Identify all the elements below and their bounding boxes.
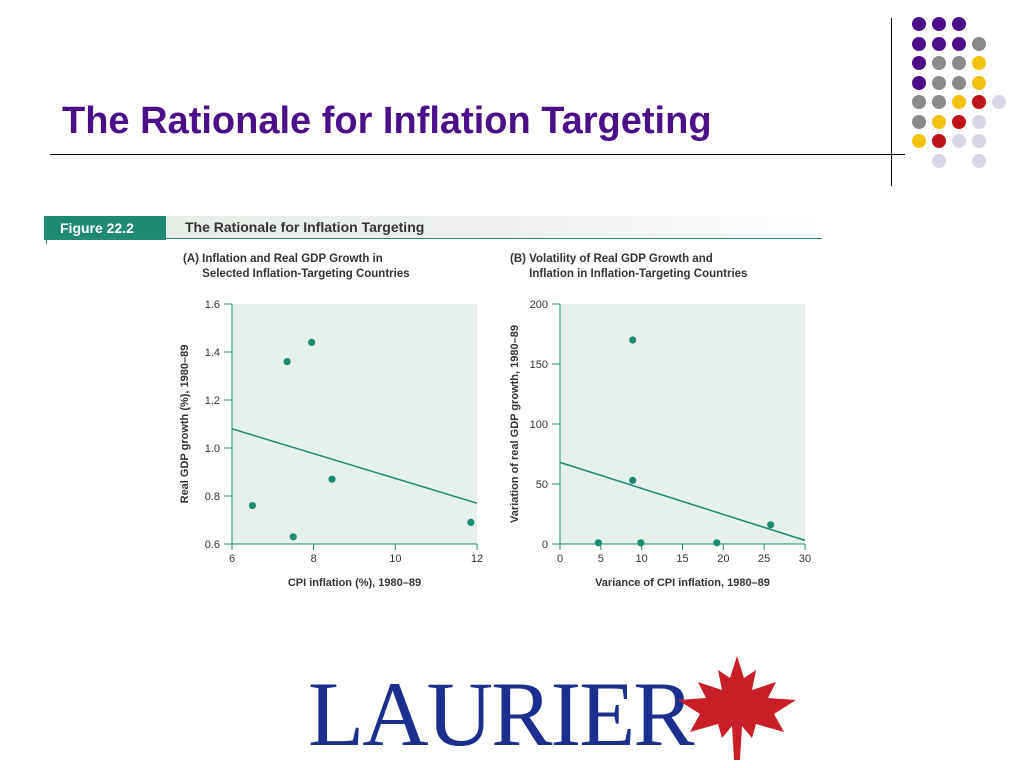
trend-line <box>559 461 806 542</box>
decorative-dot <box>912 114 926 129</box>
y-tick-label: 1.4 <box>205 347 220 359</box>
x-tick-label: 20 <box>717 553 729 565</box>
decorative-dot <box>912 75 926 90</box>
data-point <box>467 518 475 526</box>
decorative-dot <box>932 114 946 129</box>
chart-panel-a: 0.6 0.8 1.0 1.2 1.4 1.6 6 8 10 12 CPI inflation (%… <box>179 299 483 589</box>
data-point <box>637 539 645 547</box>
figure-rule-tick <box>46 238 47 244</box>
data-point <box>594 539 602 547</box>
figure-rule <box>44 238 822 239</box>
data-point <box>629 476 637 484</box>
decorative-dot <box>912 134 926 148</box>
data-point <box>248 502 257 510</box>
y-tick-label: 100 <box>530 419 548 431</box>
x-tick-label: 30 <box>799 553 811 565</box>
plot-area <box>232 304 477 544</box>
y-axis-label: Variation of real GDP growth, 1980–89 <box>509 325 521 523</box>
decorative-dot <box>972 95 986 109</box>
panel-b-title: (B) Volatility of Real GDP Growth and In… <box>510 253 748 280</box>
decorative-dot <box>932 17 946 31</box>
decorative-dot <box>972 75 986 90</box>
y-axis-label: Real GDP growth (%), 1980–89 <box>179 345 191 504</box>
x-axis-label: Variance of CPI inflation, 1980–89 <box>595 577 770 589</box>
x-tick-label: 10 <box>636 553 648 565</box>
y-tick-label: 0.6 <box>205 539 220 551</box>
slide-title: The Rationale for Inflation Targeting <box>62 100 712 142</box>
panel-a-title: (A) Inflation and Real GDP Growth in Sel… <box>183 253 410 280</box>
decorative-dot <box>932 56 946 70</box>
data-point <box>629 336 637 344</box>
x-tick-label: 5 <box>598 553 604 565</box>
decorative-dot <box>952 56 966 70</box>
plot-area <box>560 304 805 544</box>
data-point <box>283 358 291 366</box>
x-tick-label: 8 <box>311 553 317 565</box>
x-tick-label: 6 <box>229 553 235 565</box>
decorative-dot <box>932 36 946 51</box>
y-tick-label: 1.6 <box>205 299 220 311</box>
decorative-dot <box>972 134 986 148</box>
trend-line <box>231 428 478 504</box>
decorative-dot <box>932 75 946 90</box>
decorative-dot <box>912 17 926 31</box>
maple-leaf-icon <box>678 656 796 760</box>
chart-panel-b: 0 50 100 150 200 0 5 10 15 20 25 30 Variance of CPI … <box>509 299 811 589</box>
decorative-dot <box>932 95 946 109</box>
data-point <box>713 539 721 547</box>
title-underline <box>50 154 905 155</box>
data-point <box>308 338 316 346</box>
y-tick-label: 1.2 <box>205 395 220 407</box>
x-tick-label: 12 <box>471 553 483 565</box>
laurier-wordmark: LAURIER <box>308 663 695 765</box>
y-tick-label: 50 <box>536 479 548 491</box>
decorative-dot <box>912 36 926 51</box>
decorative-dot <box>952 17 966 31</box>
y-tick-label: 1.0 <box>205 443 220 455</box>
decorative-dot <box>972 114 986 129</box>
x-tick-label: 25 <box>758 553 770 565</box>
decorative-dot <box>972 153 986 168</box>
data-point <box>328 475 336 483</box>
x-axis-label: CPI inflation (%), 1980–89 <box>288 577 421 589</box>
decorative-dot <box>952 114 966 129</box>
decorative-dot <box>952 36 966 51</box>
y-tick-label: 200 <box>530 299 548 311</box>
decorative-dot <box>972 56 986 70</box>
x-tick-label: 10 <box>389 553 401 565</box>
x-tick-label: 0 <box>557 553 563 565</box>
y-tick-label: 0 <box>542 539 548 551</box>
figure-title: The Rationale for Inflation Targeting <box>185 219 425 235</box>
decorative-dot <box>932 153 946 168</box>
decorative-dot <box>952 95 966 109</box>
figure-header-bar <box>44 216 822 238</box>
vertical-rule <box>891 18 892 186</box>
decorative-dot <box>952 134 966 148</box>
data-point <box>289 533 297 541</box>
decorative-dot <box>912 56 926 70</box>
decorative-dot <box>932 134 946 148</box>
decorative-dot <box>972 36 986 51</box>
y-tick-label: 0.8 <box>205 491 220 503</box>
x-tick-label: 15 <box>676 553 688 565</box>
figure-label: Figure 22.2 <box>44 216 166 240</box>
decorative-dot <box>912 95 926 109</box>
y-tick-label: 150 <box>530 359 548 371</box>
decorative-dot <box>992 95 1006 109</box>
data-point <box>767 521 775 529</box>
decorative-dot <box>952 75 966 90</box>
